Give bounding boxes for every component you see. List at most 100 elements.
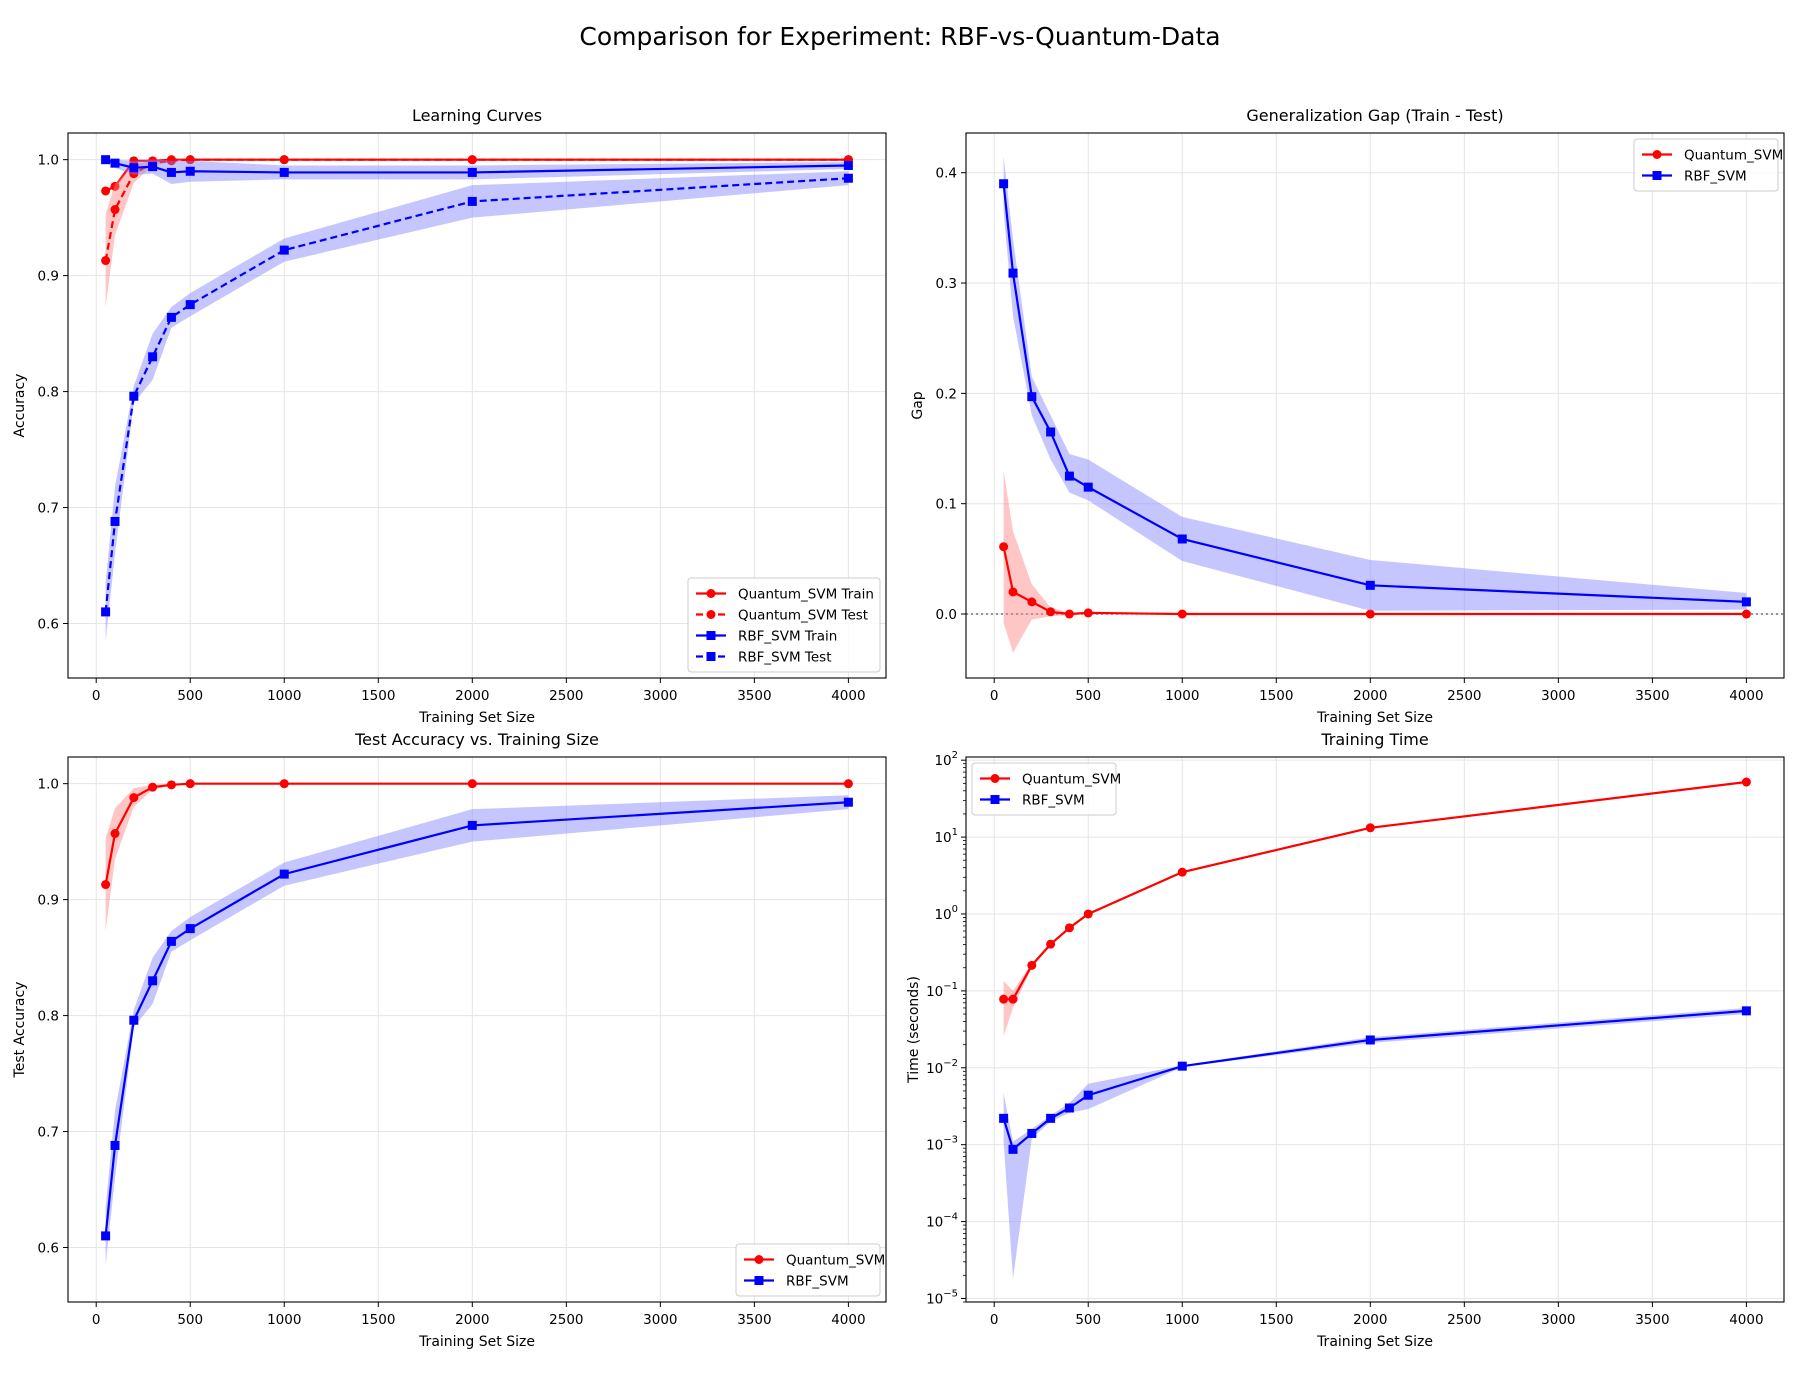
legend-marker	[990, 795, 1000, 804]
data-point	[129, 391, 139, 401]
y-axis-label: Time (seconds)	[906, 976, 922, 1084]
x-tick-label: 2000	[455, 1312, 489, 1328]
data-point	[129, 793, 139, 803]
data-point	[1177, 867, 1187, 877]
y-tick-label: 0.6	[38, 1241, 59, 1257]
data-point	[467, 155, 477, 165]
data-point	[185, 779, 195, 789]
x-tick-label: 2000	[1353, 688, 1387, 704]
x-tick-label: 3500	[1635, 1312, 1669, 1328]
y-tick-label: 1.0	[38, 153, 59, 169]
figure-title: Comparison for Experiment: RBF-vs-Quantu…	[579, 22, 1221, 51]
data-point	[110, 158, 120, 168]
x-tick-label: 1500	[1259, 688, 1293, 704]
data-point	[999, 994, 1009, 1004]
data-point	[1083, 1090, 1093, 1100]
legend-frame	[687, 577, 881, 673]
data-point	[1083, 482, 1093, 492]
data-point	[1064, 923, 1074, 933]
x-axis-label: Training Set Size	[1316, 1334, 1433, 1350]
data-point	[1008, 268, 1018, 278]
data-point	[148, 162, 158, 172]
legend-marker	[1652, 150, 1662, 159]
legend-marker	[706, 589, 716, 598]
legend-label: Quantum_SVM	[1684, 148, 1783, 164]
series-line	[104, 801, 849, 1237]
x-tick-label: 2000	[1353, 1312, 1387, 1328]
data-point	[279, 245, 289, 255]
legend-marker	[706, 610, 716, 619]
x-tick-label: 500	[177, 1312, 203, 1328]
data-point	[166, 780, 176, 790]
x-tick-label: 1000	[1165, 688, 1199, 704]
data-point	[101, 256, 111, 266]
legend-label: RBF_SVM Test	[738, 650, 832, 666]
x-tick-label: 0	[92, 688, 101, 704]
y-tick-label: 10−4	[926, 1212, 958, 1231]
data-point	[843, 173, 853, 183]
data-point	[1027, 597, 1037, 607]
data-point	[1046, 1113, 1056, 1123]
data-point	[166, 312, 176, 322]
subplot-title: Test Accuracy vs. Training Size	[354, 730, 599, 749]
data-point	[148, 782, 158, 792]
x-tick-label: 0	[990, 688, 999, 704]
axes-frame	[965, 756, 1785, 1303]
legend-marker	[1652, 171, 1662, 180]
data-point	[110, 205, 120, 215]
data-point	[1177, 534, 1187, 544]
x-tick-label: 500	[1075, 1312, 1101, 1328]
data-point	[101, 880, 111, 890]
axes-frame	[67, 132, 887, 679]
data-point	[279, 779, 289, 789]
plot-area	[999, 156, 1751, 653]
y-tick-label: 0.7	[38, 501, 59, 517]
data-point	[1008, 994, 1018, 1004]
data-point	[279, 869, 289, 879]
x-tick-label: 3000	[1541, 1312, 1575, 1328]
data-point	[101, 607, 111, 617]
y-tick-label: 1.0	[38, 777, 59, 793]
data-point	[148, 352, 158, 362]
x-tick-label: 2000	[455, 688, 489, 704]
data-point	[1365, 580, 1375, 590]
data-point	[166, 156, 176, 166]
x-tick-label: 0	[92, 1312, 101, 1328]
plot-area	[999, 777, 1751, 1279]
confidence-band	[105, 171, 849, 641]
x-tick-label: 1000	[267, 1312, 301, 1328]
y-tick-label: 0.2	[936, 386, 957, 402]
x-tick-label: 3500	[737, 1312, 771, 1328]
data-point	[166, 936, 176, 946]
data-point	[1177, 609, 1187, 619]
y-tick-label: 0.9	[38, 269, 59, 285]
data-point	[1008, 587, 1018, 597]
data-point	[1741, 777, 1751, 787]
legend-label: Quantum_SVM Train	[738, 587, 874, 603]
y-tick-label: 10−3	[926, 1135, 958, 1154]
data-point	[101, 1231, 111, 1241]
axes-frame	[965, 132, 1785, 679]
panel-learning: 0 500 1000 1500 2000 2500 3000 3500 4000 0.6 0.7 0.…	[12, 106, 887, 726]
data-point	[1064, 1103, 1074, 1113]
y-tick-label: 0.6	[38, 617, 59, 633]
data-point	[1046, 607, 1056, 617]
legend-marker	[706, 652, 716, 661]
data-point	[843, 779, 853, 789]
data-point	[110, 829, 120, 839]
x-axis-label: Training Set Size	[418, 1334, 535, 1350]
data-point	[467, 820, 477, 830]
y-axis-label: Test Accuracy	[12, 982, 28, 1079]
data-point	[1741, 597, 1751, 607]
data-point	[1027, 392, 1037, 402]
y-tick-label: 0.7	[38, 1125, 59, 1141]
subplot-title: Learning Curves	[412, 106, 542, 125]
data-point	[1365, 609, 1375, 619]
data-point	[185, 166, 195, 176]
y-tick-label: 0.8	[38, 1009, 59, 1025]
data-point	[999, 1113, 1009, 1123]
x-tick-label: 1500	[361, 1312, 395, 1328]
confidence-band	[1003, 781, 1747, 1036]
panel-gap: 0 500 1000 1500 2000 2500 3000 3500 4000 0.0 0.1 0.…	[910, 106, 1785, 726]
